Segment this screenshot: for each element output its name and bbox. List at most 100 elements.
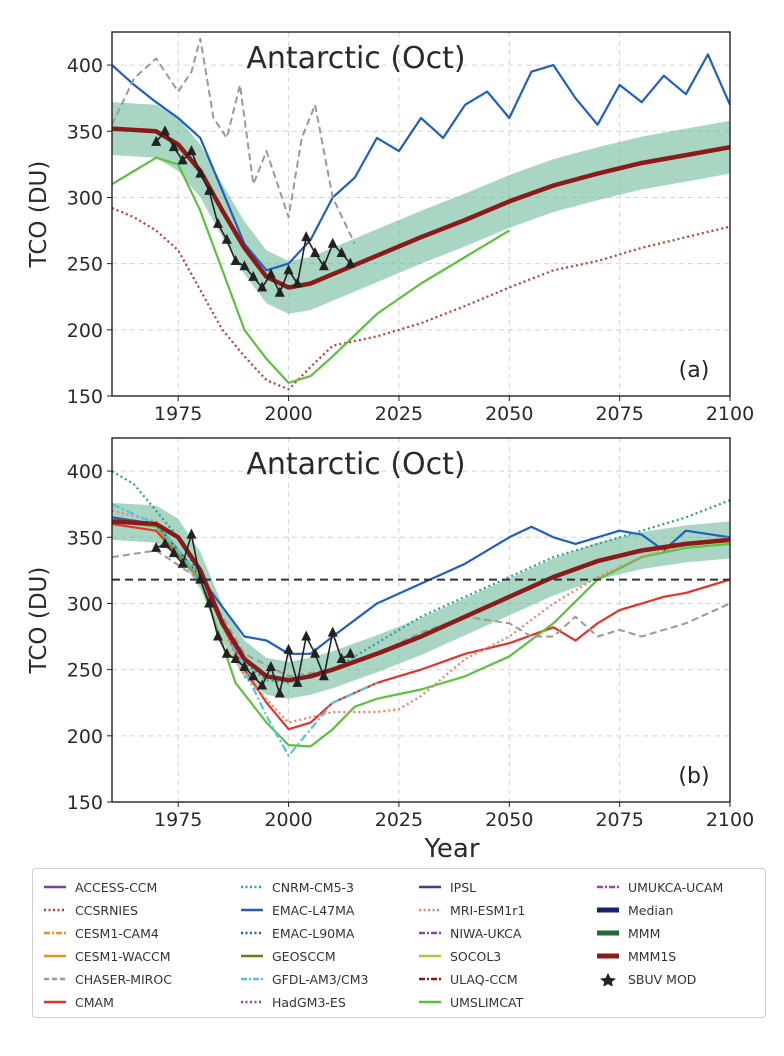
sbuv-marker — [168, 547, 179, 558]
x-tick-label: 2025 — [375, 809, 423, 831]
series-chaser-miroc — [112, 549, 730, 678]
sbuv-marker — [204, 597, 215, 608]
panel-a-series — [112, 37, 730, 391]
sbuv-marker — [186, 528, 197, 539]
legend-item: CMAM — [43, 992, 114, 1012]
series-mmm1s — [112, 519, 730, 683]
legend-item: UMSLIMCAT — [418, 992, 523, 1012]
sbuv-marker — [301, 231, 312, 242]
legend-swatch — [241, 977, 263, 981]
sbuv-marker — [310, 247, 321, 258]
panel-a: 1975 2000 2025 2050 2075 2100 150 200 250 300 350 4… — [26, 31, 754, 425]
sbuv-marker — [177, 154, 188, 165]
legend-item: EMAC-L47MA — [240, 900, 354, 920]
legend-item: CHASER-MIROC — [43, 969, 172, 989]
y-tick-label: 400 — [67, 55, 103, 77]
sbuv-marker — [204, 184, 215, 195]
sbuv-marker — [239, 660, 250, 671]
legend-item: GEOSCCM — [240, 946, 336, 966]
sbuv-marker — [283, 264, 294, 275]
y-tick-label: 200 — [67, 320, 103, 342]
legend-swatch — [419, 977, 441, 981]
legend-label: NIWA-UKCA — [450, 925, 522, 941]
sbuv-marker — [239, 260, 250, 271]
panel-a-title: Antarctic (Oct) — [246, 41, 465, 76]
legend-item: MMM — [596, 923, 660, 943]
legend-label: CHASER-MIROC — [75, 971, 172, 987]
legend-label: IPSL — [450, 879, 477, 895]
x-tick-label: 2075 — [595, 809, 643, 831]
sbuv-marker — [212, 630, 223, 641]
sbuv-marker — [292, 676, 303, 687]
legend-label: GEOSCCM — [272, 948, 336, 964]
legend-swatch — [241, 931, 263, 935]
legend-label: UMUKCA-UCAM — [628, 879, 724, 895]
x-tick-label: 2025 — [375, 403, 423, 425]
legend-item: HadGM3-ES — [240, 992, 346, 1012]
sbuv-marker — [195, 573, 206, 584]
legend-label: MRI-ESM1r1 — [450, 902, 526, 918]
star-icon — [600, 973, 616, 986]
sbuv-marker — [248, 270, 259, 281]
sbuv-marker — [186, 145, 197, 156]
legend-swatch — [44, 885, 66, 889]
sbuv-marker — [292, 277, 303, 288]
panel-a-frame — [111, 31, 731, 397]
series-chaser-miroc — [112, 37, 356, 245]
sbuv-marker — [195, 167, 206, 178]
legend-item: CCSRNIES — [43, 900, 138, 920]
legend-swatch — [419, 1000, 441, 1004]
legend-item: CNRM-CM5-3 — [240, 877, 354, 897]
x-tick-label: 2000 — [264, 809, 312, 831]
panel-a-ensemble-spread — [112, 102, 730, 314]
legend-swatch — [241, 885, 263, 889]
legend-swatch — [597, 930, 619, 936]
panel-b: 1975 2000 2025 2050 2075 2100 150 200 250 300 350 4… — [26, 437, 754, 864]
sbuv-marker — [327, 626, 338, 637]
legend-item: IPSL — [418, 877, 476, 897]
legend-swatch — [419, 908, 441, 912]
sbuv-marker — [336, 653, 347, 664]
sbuv-marker — [345, 647, 356, 658]
panel-b-series — [112, 470, 730, 757]
sbuv-marker — [177, 557, 188, 568]
y-tick-label: 350 — [67, 121, 103, 143]
y-tick-label: 250 — [67, 660, 103, 682]
legend-label: GFDL-AM3/CM3 — [272, 971, 369, 987]
sbuv-marker — [257, 679, 268, 690]
series-umslimcat — [112, 520, 730, 748]
sbuv-marker — [318, 260, 329, 271]
legend-item: Median — [596, 900, 673, 920]
sbuv-marker — [151, 541, 162, 552]
sbuv-marker — [301, 630, 312, 641]
legend-label: ACCESS-CCM — [75, 879, 158, 895]
y-tick-label: 300 — [67, 593, 103, 615]
legend-label: Median — [628, 902, 674, 918]
legend-swatch — [419, 885, 441, 889]
legend-label: CESM1-CAM4 — [75, 925, 159, 941]
sbuv-marker — [168, 141, 179, 152]
legend-label: CNRM-CM5-3 — [272, 879, 354, 895]
legend-swatch — [597, 907, 619, 913]
sbuv-marker — [265, 268, 276, 279]
sbuv-marker — [265, 660, 276, 671]
y-tick-label: 250 — [67, 254, 103, 276]
sbuv-marker — [274, 687, 285, 698]
series-gfdl-am3-cm3 — [112, 503, 378, 757]
panel-a-label: (a) — [679, 358, 710, 383]
ensemble-spread-band — [112, 502, 730, 699]
x-tick-label: 2100 — [706, 403, 754, 425]
panel-a-ylabel: TCO (DU) — [26, 161, 52, 269]
y-tick-label: 350 — [67, 527, 103, 549]
legend-swatch — [241, 908, 263, 912]
sbuv-marker — [151, 135, 162, 146]
legend-item: UMUKCA-UCAM — [596, 877, 723, 897]
series-umslimcat — [112, 156, 510, 384]
panel-b-frame — [111, 437, 731, 803]
panel-a-ticks: 1975 2000 2025 2050 2075 2100 150 200 250 300 350 4… — [67, 55, 754, 425]
ensemble-spread-band — [112, 102, 730, 314]
x-tick-label: 2050 — [485, 403, 533, 425]
panel-b-label: (b) — [678, 764, 709, 789]
legend-label: SBUV MOD — [628, 971, 697, 987]
sbuv-marker — [327, 237, 338, 248]
